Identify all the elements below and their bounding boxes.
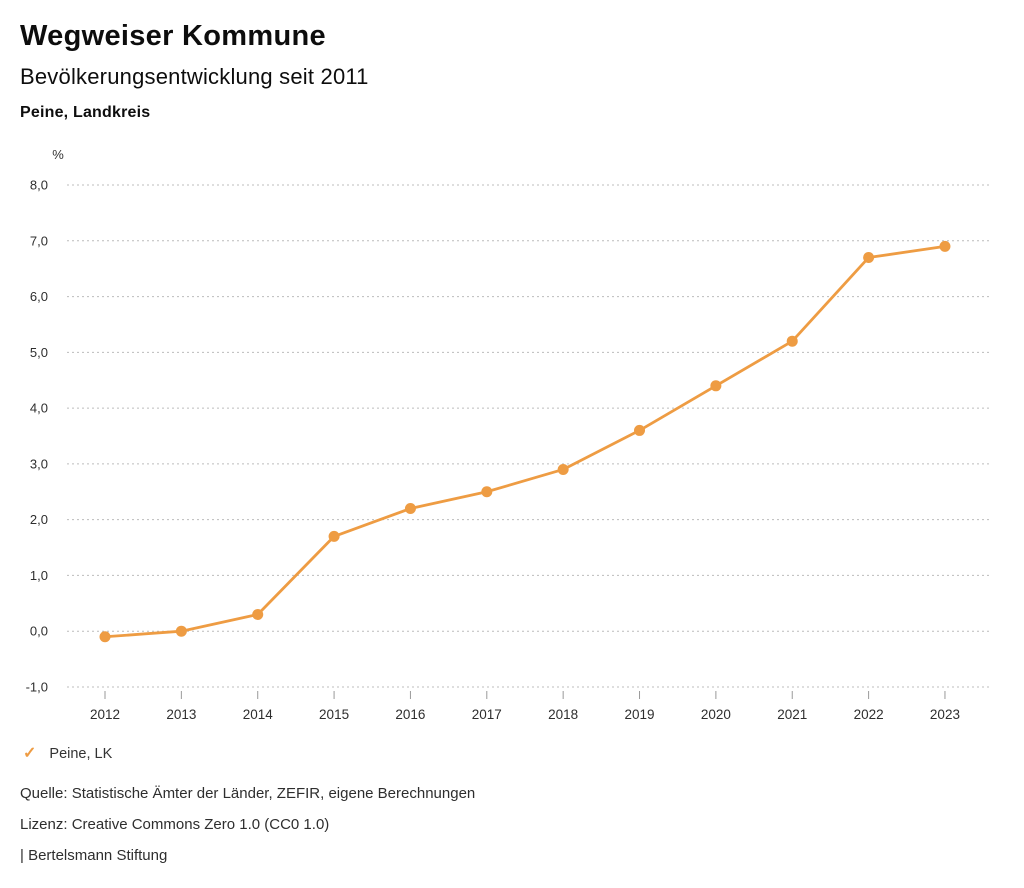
svg-text:%: % — [52, 147, 64, 162]
svg-text:2,0: 2,0 — [30, 512, 48, 527]
svg-text:2016: 2016 — [395, 707, 425, 722]
svg-text:2013: 2013 — [166, 707, 196, 722]
svg-text:2014: 2014 — [243, 707, 274, 722]
svg-text:2020: 2020 — [701, 707, 731, 722]
line-chart-canvas: % -1,0 0,0 1,0 2,0 3,0 4,0 5,0 6,0 7,0 8,0 2012 2013… — [26, 147, 990, 722]
svg-text:5,0: 5,0 — [30, 345, 48, 360]
svg-text:3,0: 3,0 — [30, 456, 48, 471]
legend-item-peine-lk[interactable]: ✓ Peine, LK — [23, 744, 112, 764]
svg-text:2019: 2019 — [624, 707, 654, 722]
page-title: Wegweiser Kommune — [20, 20, 326, 52]
svg-text:2021: 2021 — [777, 707, 807, 722]
region-label: Peine, Landkreis — [20, 104, 151, 121]
license-note: Lizenz: Creative Commons Zero 1.0 (CC0 1… — [20, 816, 330, 833]
check-icon: ✓ — [23, 745, 37, 762]
svg-text:2015: 2015 — [319, 707, 349, 722]
svg-text:2022: 2022 — [854, 707, 884, 722]
svg-text:6,0: 6,0 — [30, 289, 48, 304]
svg-text:7,0: 7,0 — [30, 233, 48, 248]
chart-title: Bevölkerungsentwicklung seit 2011 — [20, 64, 369, 89]
svg-text:0,0: 0,0 — [30, 624, 48, 639]
brand-note: | Bertelsmann Stiftung — [20, 847, 168, 864]
legend-label: Peine, LK — [49, 746, 113, 762]
svg-text:-1,0: -1,0 — [26, 679, 48, 694]
svg-text:2017: 2017 — [472, 707, 502, 722]
svg-text:2023: 2023 — [930, 707, 960, 722]
svg-text:8,0: 8,0 — [30, 178, 48, 193]
svg-text:2018: 2018 — [548, 707, 578, 722]
svg-text:1,0: 1,0 — [30, 568, 48, 583]
line-chart: % -1,0 0,0 1,0 2,0 3,0 4,0 5,0 6,0 7,0 8,0 2012 2013… — [0, 140, 1024, 735]
svg-text:4,0: 4,0 — [30, 401, 48, 416]
svg-text:2012: 2012 — [90, 707, 120, 722]
source-note: Quelle: Statistische Ämter der Länder, Z… — [20, 785, 476, 802]
